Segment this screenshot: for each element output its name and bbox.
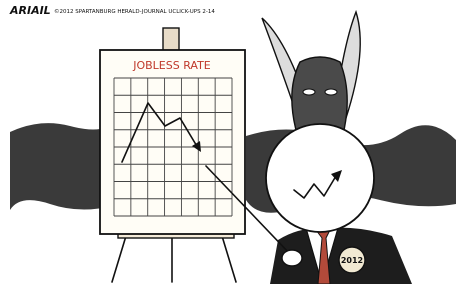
cartoon: ARIAIL ©2012 SPARTANBURG HERALD-JOURNAL … <box>0 0 458 284</box>
eye <box>325 89 337 95</box>
donkey-head <box>292 57 347 130</box>
hand <box>282 250 302 266</box>
eye <box>303 89 315 95</box>
backdrop-left <box>10 123 112 210</box>
easel-clamp <box>163 28 179 52</box>
chart-title: JOBLESS RATE <box>132 59 211 72</box>
page: {"signature": "ARIAIL", "credit": "©2012… <box>0 0 458 284</box>
signature: ARIAIL <box>9 4 51 17</box>
button-label: 2012 <box>341 256 363 265</box>
face <box>266 124 374 232</box>
credit: ©2012 SPARTANBURG HERALD-JOURNAL UCLICK-… <box>54 8 215 15</box>
